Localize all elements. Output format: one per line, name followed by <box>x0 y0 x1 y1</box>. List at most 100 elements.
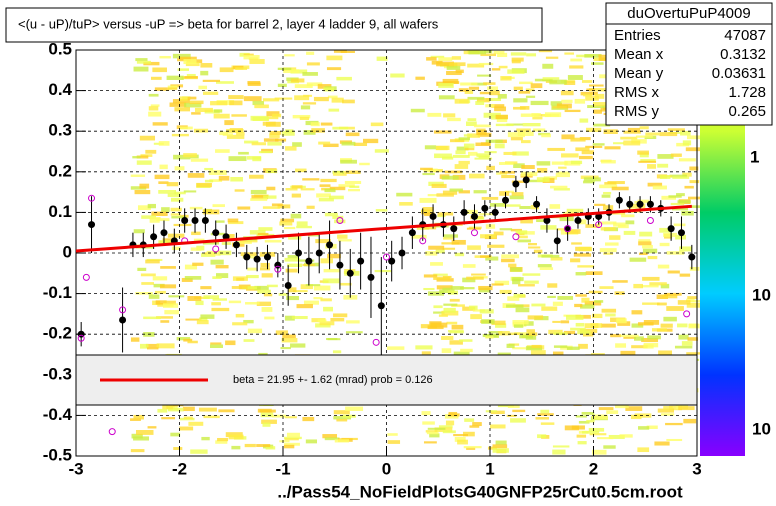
heat-cell <box>666 306 684 311</box>
heat-cell <box>556 103 572 109</box>
heat-cell <box>230 176 243 182</box>
open-point <box>336 217 344 225</box>
heat-cell <box>158 181 169 184</box>
open-point <box>212 245 220 253</box>
heat-cell <box>460 287 475 290</box>
heat-cell <box>455 69 464 74</box>
heat-cell <box>581 80 593 83</box>
heat-cell <box>151 211 168 217</box>
heat-cell <box>212 276 222 279</box>
heat-cell <box>342 99 355 104</box>
x-tick-label: 0 <box>382 459 391 478</box>
heat-cell <box>561 153 579 158</box>
heat-cell <box>247 328 263 334</box>
heat-cell <box>243 55 260 60</box>
heat-cell <box>282 334 296 339</box>
heat-cell <box>578 343 588 349</box>
heat-cell <box>285 268 298 273</box>
heat-cell <box>258 151 273 154</box>
heat-cell <box>575 322 585 327</box>
heat-cell <box>659 175 671 179</box>
heat-cell <box>194 296 210 299</box>
heat-cell <box>470 314 482 320</box>
heat-cell <box>218 409 235 413</box>
heat-cell <box>210 342 222 345</box>
heat-cell <box>679 246 692 252</box>
heat-cell <box>488 331 503 334</box>
heat-cell <box>449 188 463 192</box>
heat-cell <box>169 102 187 107</box>
heat-cell <box>603 445 616 449</box>
heat-cell <box>660 413 675 416</box>
heat-cell <box>421 226 437 230</box>
heat-cell <box>193 128 209 133</box>
heat-cell <box>570 160 583 165</box>
profile-point <box>263 253 271 261</box>
heat-cell <box>602 205 614 211</box>
open-point <box>683 310 691 318</box>
heat-cell <box>638 241 652 246</box>
heat-cell <box>458 88 469 92</box>
heat-cell <box>663 316 677 322</box>
heat-cell <box>167 407 184 412</box>
heat-cell <box>473 190 487 194</box>
heat-cell <box>166 75 184 80</box>
heat-cell <box>657 302 667 306</box>
open-point <box>274 265 282 273</box>
heat-cell <box>646 425 658 429</box>
heat-cell <box>296 304 313 309</box>
heat-cell <box>262 206 280 209</box>
heat-cell <box>215 265 229 269</box>
heat-cell <box>324 188 336 193</box>
heat-cell <box>654 441 670 446</box>
heat-cell <box>549 79 567 85</box>
heat-cell <box>594 93 605 99</box>
heat-cell <box>172 53 191 59</box>
heat-cell <box>512 277 524 282</box>
heat-cell <box>682 140 692 146</box>
heat-cell <box>261 307 273 312</box>
heat-cell <box>637 199 650 202</box>
heat-cell <box>647 335 661 340</box>
heat-cell <box>531 303 546 307</box>
heat-cell <box>591 62 604 65</box>
heat-cell <box>446 65 461 70</box>
heat-cell <box>290 343 306 348</box>
heat-cell <box>136 160 152 165</box>
heat-cell <box>283 69 300 74</box>
heat-cell <box>499 228 513 231</box>
profile-point <box>408 229 416 237</box>
heat-cell <box>446 70 462 76</box>
heat-cell <box>469 425 480 428</box>
heat-cell <box>427 112 442 117</box>
heat-cell <box>245 302 260 305</box>
heat-cell <box>605 242 619 246</box>
open-point <box>82 273 90 281</box>
heat-cell <box>575 294 587 297</box>
heat-cell <box>606 410 619 414</box>
heat-cell <box>469 173 485 179</box>
heat-cell <box>662 294 678 299</box>
heat-cell <box>173 447 183 450</box>
heat-cell <box>157 408 168 413</box>
heat-cell <box>433 130 452 134</box>
y-tick-label: -0.5 <box>43 445 72 464</box>
heat-cell <box>512 279 521 285</box>
heat-cell <box>261 419 277 424</box>
heat-cell <box>521 165 535 170</box>
heat-cell <box>459 339 473 342</box>
heat-cell <box>506 414 517 417</box>
heat-cell <box>426 432 439 435</box>
heat-cell <box>634 413 652 418</box>
heat-cell <box>598 407 614 411</box>
heat-cell <box>258 227 273 231</box>
heat-cell <box>638 252 648 256</box>
heat-cell <box>545 56 559 59</box>
heat-cell <box>333 313 348 318</box>
heat-cell <box>210 101 228 106</box>
heat-cell <box>231 445 241 450</box>
heat-cell <box>211 302 221 306</box>
heat-cell <box>232 322 248 326</box>
heat-cell <box>525 334 537 340</box>
heat-cell <box>668 195 682 198</box>
